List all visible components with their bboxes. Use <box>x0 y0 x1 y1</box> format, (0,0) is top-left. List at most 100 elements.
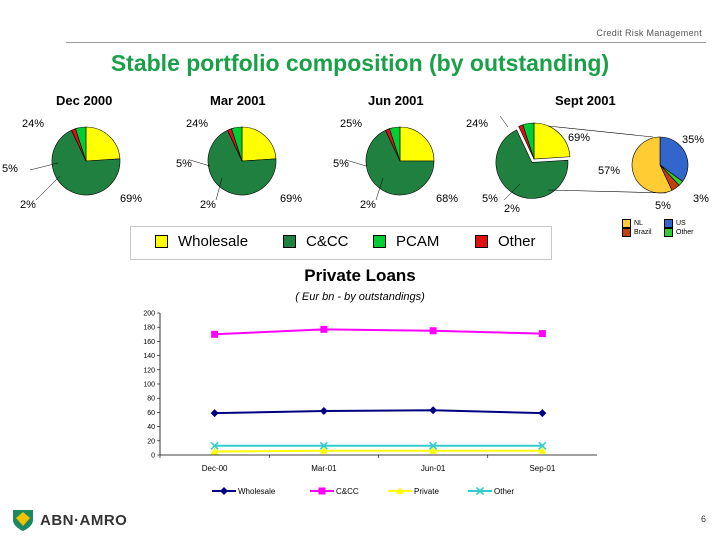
point-private-1 <box>319 446 328 454</box>
point-ccc-0 <box>211 330 219 338</box>
legend-label-pcam: PCAM <box>396 233 440 250</box>
pie-sept2001 <box>495 122 571 199</box>
x-tick-label-Sep-01: Sep-01 <box>529 464 555 473</box>
breakdown-label-us: 35% <box>682 134 705 146</box>
breakdown-label-brazil: 5% <box>655 200 671 212</box>
pie2-label-pcam: 5% <box>333 158 349 170</box>
legend-label-other: Other <box>498 233 536 250</box>
logo-text: ABN·AMRO <box>40 511 128 529</box>
line-legend-marker-0 <box>220 487 228 495</box>
connector-top <box>547 125 654 138</box>
line-chart: 0 20 40 60 80 100 120 140 160 180 200 Dec-00 Mar-01 J… <box>143 311 597 496</box>
label-leader-7 <box>503 183 521 201</box>
y-tick-label-140: 140 <box>143 353 155 360</box>
breakdown-connectors <box>29 115 667 201</box>
line-legend-label-1: C&CC <box>336 487 359 496</box>
pie-legend: Wholesale C&CC PCAM Other <box>130 226 552 260</box>
label-leader-2 <box>189 159 211 167</box>
pie3-slice-wholesale <box>533 122 571 160</box>
sub-legend-other-swatch <box>664 228 673 237</box>
point-wholesale-2 <box>429 406 438 415</box>
point-private-2 <box>429 446 438 454</box>
page-number: 6 <box>700 514 706 524</box>
connector-bottom <box>547 189 667 194</box>
pie3-slice-pcam <box>522 122 535 160</box>
pie-charts <box>29 115 689 201</box>
legend-item-wholesale: Wholesale <box>155 233 248 250</box>
sub-legend-nl-label: NL <box>634 219 643 227</box>
pie-jun2001 <box>365 126 435 196</box>
pie2-label-wholesale: 25% <box>340 118 363 130</box>
label-leader-3 <box>215 177 223 201</box>
pie-title-sept2001: Sept 2001 <box>555 93 616 108</box>
pie2-label-ccc: 68% <box>436 193 459 205</box>
y-tick-label-60: 60 <box>147 410 155 417</box>
pie2-slice-pcam <box>389 126 401 162</box>
pie-title-jun2001: Jun 2001 <box>368 93 424 108</box>
sub-legend-brazil-swatch <box>622 228 631 237</box>
y-tick-label-200: 200 <box>143 311 155 318</box>
series-line-private <box>214 449 543 453</box>
x-tick-label-Jun-01: Jun-01 <box>421 464 446 473</box>
legend-label-ccc: C&CC <box>306 233 349 250</box>
pie1-slice-ccc <box>207 129 277 196</box>
pie1-label-wholesale: 24% <box>186 118 209 130</box>
legend-swatch-ccc <box>283 235 296 248</box>
sub-legend-brazil: Brazil <box>622 228 662 237</box>
line-legend-marker-3 <box>475 486 485 496</box>
label-leader-6 <box>499 115 509 128</box>
header-rule <box>66 42 706 43</box>
pie3-slice-ccc <box>495 129 569 199</box>
y-tick-label-0: 0 <box>151 453 155 460</box>
pie-sept2001-breakdown <box>631 136 689 194</box>
point-other-2 <box>429 441 438 450</box>
pie0-slice-ccc <box>51 129 121 196</box>
point-wholesale-0 <box>210 409 219 418</box>
point-other-3 <box>538 441 547 450</box>
pie2-slice-wholesale <box>399 126 435 162</box>
pie-title-mar2001: Mar 2001 <box>210 93 266 108</box>
pie3-label-other: 2% <box>504 203 520 215</box>
sub-legend-us: US <box>664 219 704 228</box>
sub-legend-other-label: Other <box>676 228 694 236</box>
pie1-slice-pcam <box>231 126 243 162</box>
series-line-wholesale <box>214 409 543 415</box>
label-leader-1 <box>35 175 61 201</box>
page-title: Stable portfolio composition (by outstan… <box>110 50 610 76</box>
abn-amro-logo: ABN·AMRO <box>12 508 127 532</box>
pie0-slice-wholesale <box>85 126 121 162</box>
sub-legend-brazil-label: Brazil <box>634 228 652 236</box>
pie3-label-pcam: 5% <box>482 193 498 205</box>
series-line-ccc <box>214 328 543 336</box>
y-tick-label-120: 120 <box>143 367 155 374</box>
x-tick-label-Dec-00: Dec-00 <box>202 464 228 473</box>
line-legend-marker-1 <box>318 487 326 495</box>
line-chart-title: Private Loans <box>304 266 416 285</box>
y-tick-label-80: 80 <box>147 396 155 403</box>
legend-swatch-wholesale <box>155 235 168 248</box>
sub-legend-nl: NL <box>622 219 662 228</box>
sub-legend-us-swatch <box>664 219 673 228</box>
pie-dec2000 <box>51 126 121 196</box>
shield-icon <box>13 510 33 531</box>
line-legend-label-0: Wholesale <box>238 487 276 496</box>
point-wholesale-3 <box>538 409 547 418</box>
legend-item-other: Other <box>475 233 536 250</box>
pie0-label-ccc: 69% <box>120 193 143 205</box>
legend-swatch-pcam <box>373 235 386 248</box>
pie0-label-pcam: 5% <box>2 163 18 175</box>
sub-legend-nl-swatch <box>622 219 631 228</box>
section-header: Credit Risk Management <box>596 28 702 38</box>
legend-item-pcam: PCAM <box>373 233 439 250</box>
y-tick-label-40: 40 <box>147 424 155 431</box>
point-ccc-3 <box>538 330 546 338</box>
label-leader-4 <box>345 159 367 167</box>
pie1-label-other: 2% <box>200 199 216 211</box>
label-leader-5 <box>375 177 384 201</box>
breakdown-label-other: 3% <box>693 193 709 205</box>
line-legend-marker-2 <box>396 487 404 494</box>
x-tick-label-Mar-01: Mar-01 <box>311 464 337 473</box>
pie1-label-pcam: 5% <box>176 158 192 170</box>
pie0-slice-pcam <box>75 126 87 162</box>
breakdown-label-nl: 57% <box>598 165 621 177</box>
